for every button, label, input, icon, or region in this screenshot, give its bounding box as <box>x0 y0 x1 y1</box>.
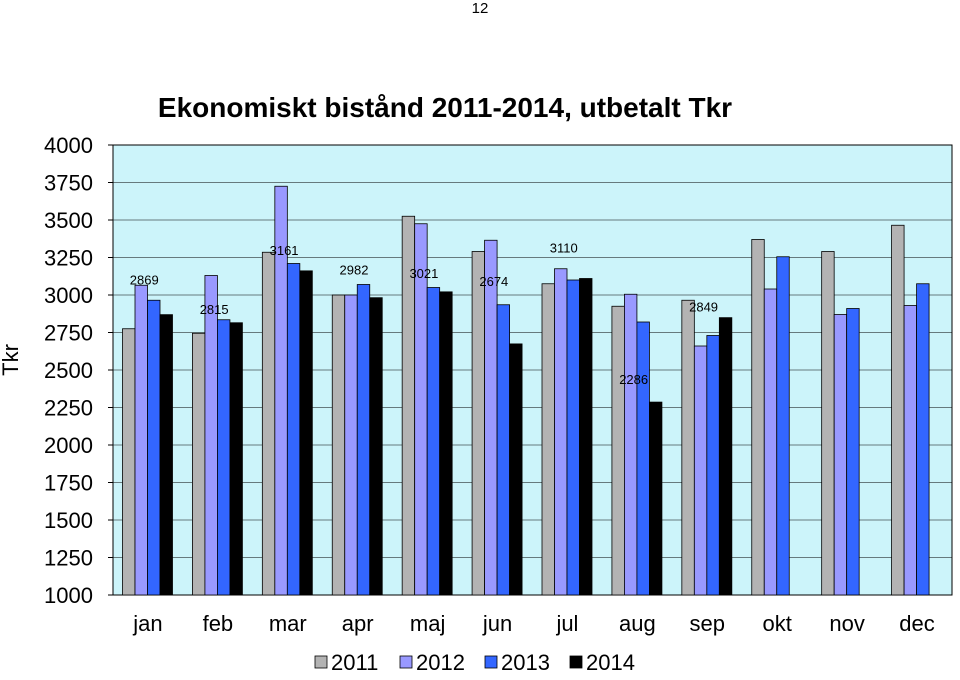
bar-2013-jan <box>147 299 161 596</box>
bar-2011-dec <box>891 224 905 596</box>
bar-2014-jun <box>509 343 523 596</box>
bar-2012-dec <box>903 305 917 596</box>
bar-2013-sep <box>706 335 720 596</box>
x-tick-label: mar <box>269 611 307 636</box>
data-label: 2982 <box>340 263 369 278</box>
data-label: 3021 <box>409 266 438 281</box>
bar-2013-okt <box>776 256 790 596</box>
y-tick-label: 4000 <box>44 133 93 158</box>
x-tick-label: aug <box>619 611 656 636</box>
legend-label: 2014 <box>586 650 635 675</box>
bar-2014-maj <box>439 291 453 596</box>
page-number: 12 <box>471 0 489 17</box>
bar-2014-sep <box>718 317 733 596</box>
bar-2012-aug <box>624 293 638 596</box>
bar-2011-nov <box>821 251 835 596</box>
data-label: 2849 <box>689 300 718 315</box>
y-tick-label: 2500 <box>44 358 93 383</box>
x-tick-label: jul <box>555 611 578 636</box>
x-tick-label: jun <box>482 611 512 636</box>
legend-label: 2013 <box>501 650 550 675</box>
bar-2014-jan <box>159 314 173 596</box>
y-tick-label: 1750 <box>44 471 93 496</box>
bar-2013-maj <box>426 287 441 596</box>
bar-2011-mar <box>261 251 276 596</box>
y-axis-title: Tkr <box>0 344 23 376</box>
bar-2012-jun <box>484 239 498 596</box>
data-label: 3110 <box>550 241 578 256</box>
data-label: 2674 <box>479 274 508 289</box>
bar-2011-jun <box>471 251 485 596</box>
bar-2011-jul <box>541 283 555 596</box>
legend-swatch-2012 <box>399 655 413 669</box>
bar-2012-nov <box>833 314 848 596</box>
legend-label: 2011 <box>331 650 378 675</box>
bar-2011-aug <box>611 305 625 596</box>
y-tick-label: 1500 <box>44 508 93 533</box>
legend-swatch-2013 <box>484 655 498 669</box>
y-tick-label: 2000 <box>44 433 93 458</box>
bar-2011-sep <box>681 299 695 596</box>
bar-2013-aug <box>636 321 650 596</box>
chart-title: Ekonomiskt bistånd 2011-2014, utbetalt T… <box>158 92 732 123</box>
y-tick-label: 3500 <box>44 208 93 233</box>
legend-swatch-2011 <box>314 655 328 669</box>
x-tick-label: sep <box>690 611 725 636</box>
y-tick-label: 2250 <box>44 396 93 421</box>
bar-2014-mar <box>299 270 313 596</box>
bar-2011-feb <box>192 332 206 596</box>
x-tick-label: feb <box>203 611 234 636</box>
legend-swatch-2014 <box>569 655 583 669</box>
y-tick-label: 2750 <box>44 321 93 346</box>
bar-2013-nov <box>846 308 860 596</box>
bar-2014-aug <box>649 401 663 596</box>
bar-2011-okt <box>751 239 765 596</box>
y-tick-label: 3000 <box>44 283 93 308</box>
data-label: 2869 <box>130 273 159 288</box>
bar-2011-apr <box>331 294 346 596</box>
x-tick-label: jan <box>132 611 162 636</box>
bar-2012-sep <box>693 345 708 596</box>
legend-label: 2012 <box>416 650 465 675</box>
bar-2012-okt <box>763 288 778 596</box>
y-tick-label: 3250 <box>44 246 93 271</box>
x-tick-label: dec <box>899 611 934 636</box>
bar-2013-jul <box>566 279 580 596</box>
bar-2012-feb <box>204 275 218 596</box>
bar-2014-feb <box>229 322 243 596</box>
data-label: 2286 <box>619 372 648 387</box>
y-tick-label: 1250 <box>44 546 93 571</box>
bar-2012-apr <box>344 294 358 596</box>
y-tick-label: 3750 <box>44 171 93 196</box>
bar-2013-jun <box>496 304 510 596</box>
x-tick-label: apr <box>342 611 374 636</box>
bar-2013-feb <box>217 319 231 596</box>
bar-2014-jul <box>579 278 593 596</box>
y-tick-label: 1000 <box>44 583 93 608</box>
bar-2013-dec <box>916 283 930 596</box>
x-tick-label: okt <box>763 611 792 636</box>
x-tick-label: maj <box>410 611 445 636</box>
bar-2011-jan <box>122 328 136 596</box>
data-label: 2815 <box>200 302 229 317</box>
bar-2012-jan <box>134 284 148 596</box>
x-tick-label: nov <box>829 611 864 636</box>
bar-2013-apr <box>356 284 371 596</box>
bar-2013-mar <box>286 263 301 596</box>
bar-2012-jul <box>554 268 568 596</box>
data-label: 3161 <box>270 243 299 258</box>
bar-2014-apr <box>369 297 383 596</box>
